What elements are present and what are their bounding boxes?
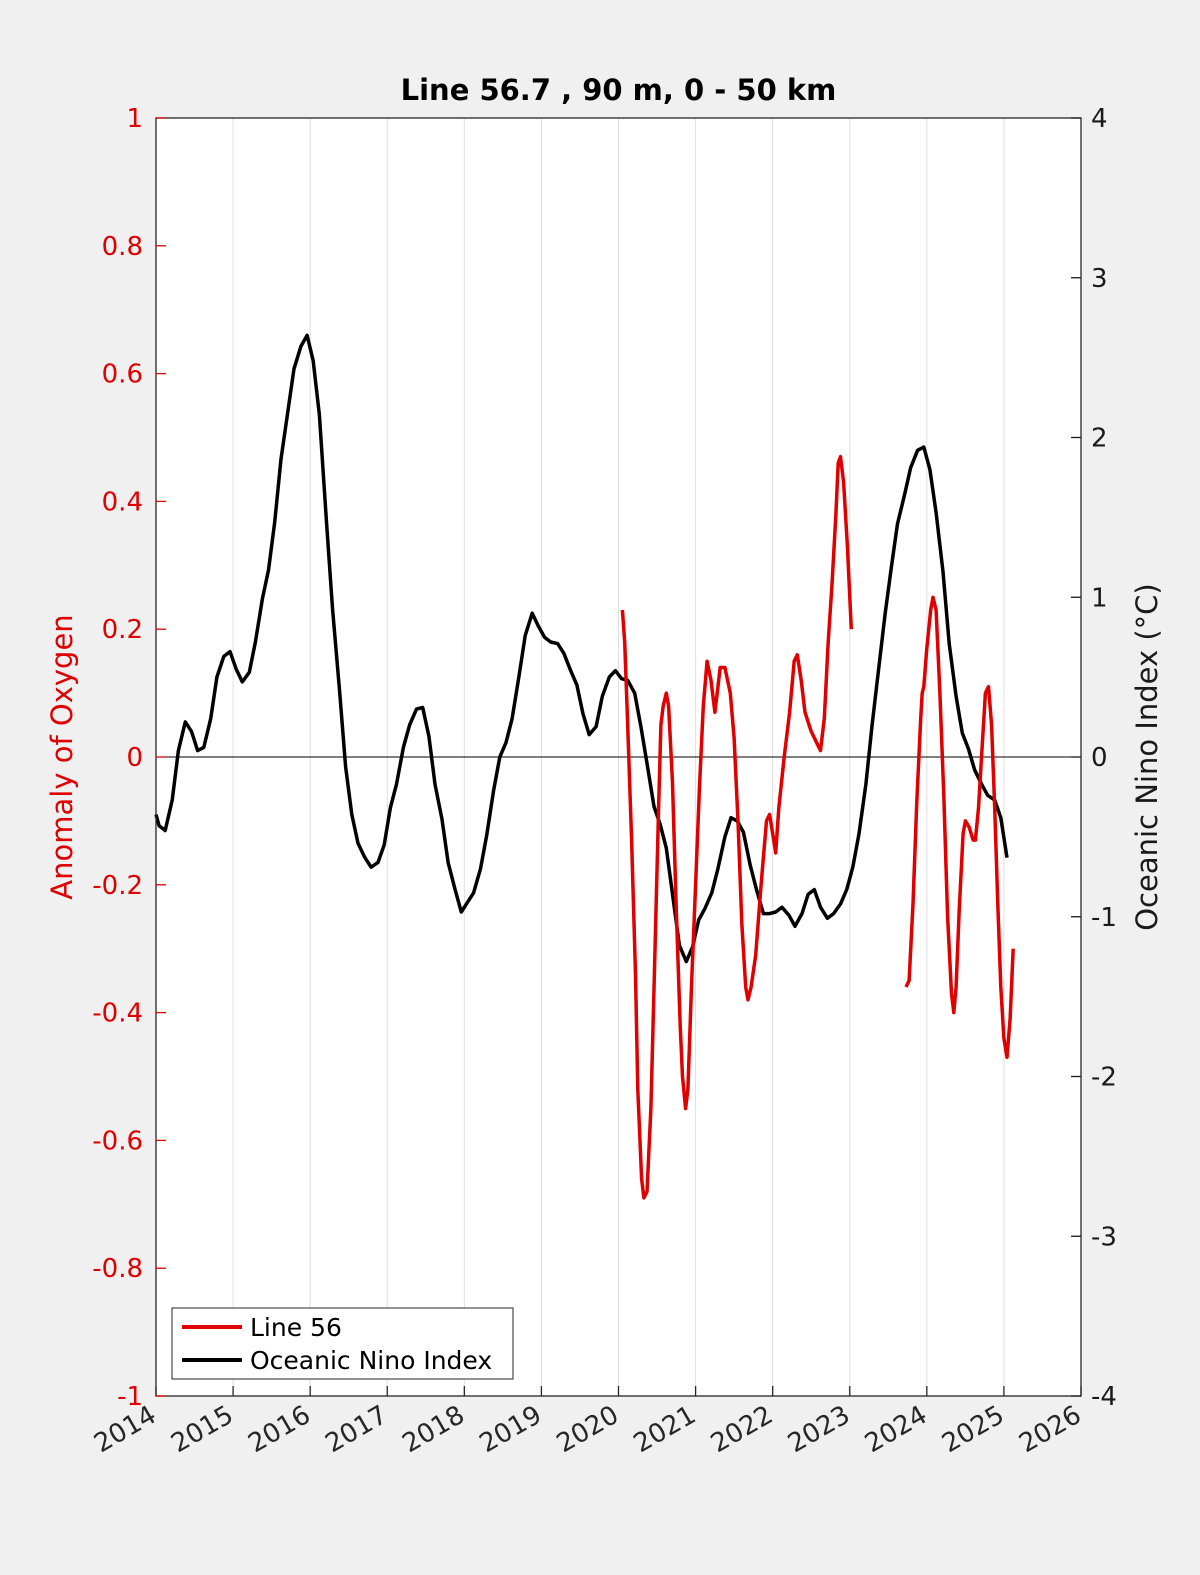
x-tick-label: 2022 — [706, 1400, 778, 1459]
y-right-axis-ticks: 4 3 2 1 0 -1 -2 -3 -4 — [1071, 104, 1117, 1412]
series-line-line56-segment-1 — [620, 454, 854, 1200]
y-axis-label-right: Oceanic Nino Index (°C) — [1130, 583, 1164, 931]
y-left-tick-label: -0.8 — [92, 1254, 143, 1284]
series-line-oceanic-nino-index — [154, 333, 1009, 964]
x-tick-label: 2015 — [166, 1400, 238, 1459]
y-right-tick-label: 2 — [1091, 424, 1108, 454]
y-left-tick-label: 0 — [126, 743, 143, 773]
y-right-tick-label: -3 — [1091, 1222, 1117, 1252]
x-tick-label: 2017 — [320, 1400, 392, 1459]
y-right-tick-label: 3 — [1091, 264, 1108, 294]
x-tick-label: 2021 — [629, 1400, 701, 1459]
y-left-tick-label: -1 — [117, 1382, 143, 1412]
x-tick-label: 2019 — [475, 1400, 547, 1459]
y-left-tick-label: -0.4 — [92, 999, 143, 1029]
legend-box — [171, 1307, 514, 1380]
y-left-tick-label: 0.6 — [102, 360, 143, 390]
y-right-tick-label: 1 — [1091, 583, 1108, 613]
x-tick-label: 2020 — [552, 1400, 624, 1459]
legend-label-line56: Line 56 — [250, 1313, 342, 1342]
y-left-tick-label: 0.2 — [102, 615, 143, 645]
y-right-tick-label: -1 — [1091, 903, 1117, 933]
x-axis-ticks: 2014 2015 2016 2017 2018 2019 2020 2021 2022 2023… — [89, 1386, 1087, 1459]
x-tick-label: 2024 — [860, 1400, 932, 1459]
x-tick-label: 2025 — [937, 1400, 1009, 1459]
y-left-tick-label: 0.8 — [102, 232, 143, 262]
y-left-tick-label: 1 — [126, 104, 143, 134]
series-line-line56-segment-2 — [904, 595, 1015, 1060]
series-layer — [154, 333, 1015, 1200]
y-right-tick-label: -2 — [1091, 1063, 1117, 1093]
y-left-axis-ticks: 1 0.8 0.6 0.4 0.2 0 -0.2 -0.4 -0.6 -0.8 -1 — [92, 104, 166, 1412]
x-tick-label: 2026 — [1014, 1400, 1086, 1459]
y-right-tick-label: 0 — [1091, 743, 1108, 773]
x-tick-label: 2018 — [398, 1400, 470, 1459]
y-left-tick-label: -0.2 — [92, 871, 143, 901]
y-right-tick-label: -4 — [1091, 1382, 1117, 1412]
x-tick-label: 2023 — [783, 1400, 855, 1459]
x-tick-label: 2016 — [243, 1400, 315, 1459]
y-axis-label-left: Anomaly of Oxygen — [45, 614, 79, 899]
y-right-tick-label: 4 — [1091, 104, 1108, 134]
y-left-tick-label: -0.6 — [92, 1126, 143, 1156]
legend-label-oni: Oceanic Nino Index — [250, 1346, 492, 1375]
y-left-tick-label: 0.4 — [102, 487, 143, 517]
legend: Line 56 Oceanic Nino Index — [171, 1307, 514, 1380]
chart-title: Line 56.7 , 90 m, 0 - 50 km — [401, 73, 837, 107]
